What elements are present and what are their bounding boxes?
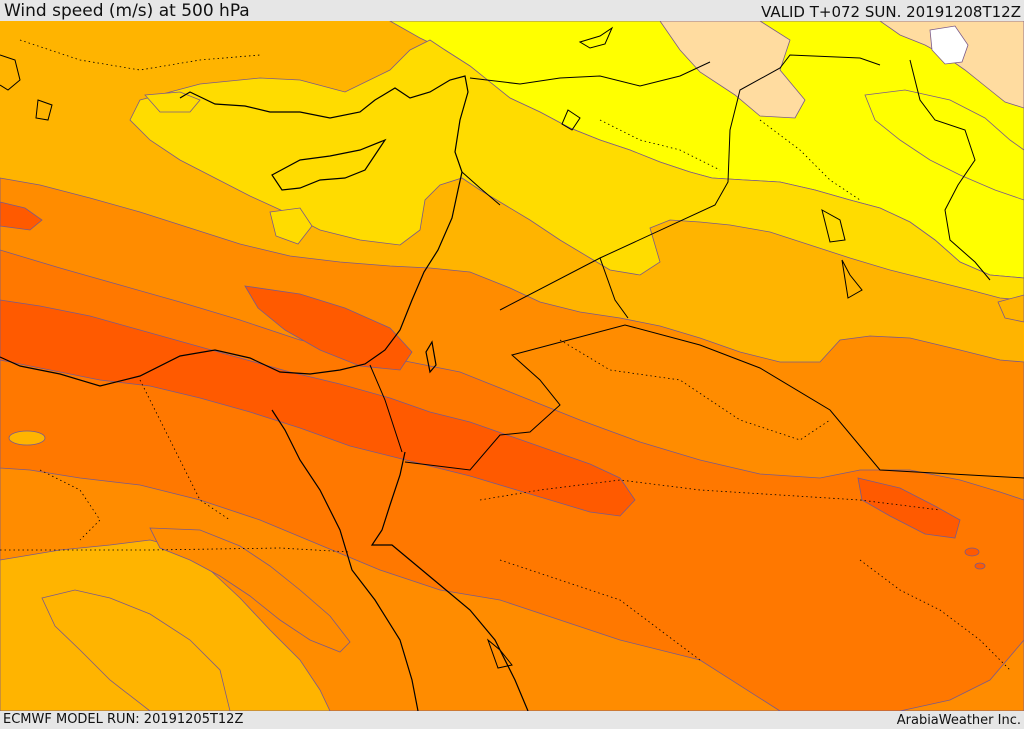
coastlines: [0, 75, 529, 711]
credit-label: ArabiaWeather Inc.: [896, 713, 1021, 728]
band-yellow-2: [864, 89, 1024, 201]
band-peach-2: [879, 21, 1024, 109]
band-red-upper: [244, 285, 413, 371]
map-title: Wind speed (m/s) at 500 hPa: [4, 1, 250, 21]
band-red-cell-1: [964, 547, 980, 557]
band-red-west: [0, 201, 43, 231]
band-orange-tongue-sw: [149, 527, 351, 653]
islands: [0, 26, 863, 669]
band-red-cell-2: [974, 562, 986, 570]
band-gold-cell: [8, 430, 46, 446]
band-white-spot: [929, 25, 969, 65]
header-bar: Wind speed (m/s) at 500 hPa VALID T+072 …: [0, 0, 1024, 21]
footer-bar: ECMWF MODEL RUN: 20191205T12Z ArabiaWeat…: [0, 711, 1024, 729]
band-gold-tongue-inner: [41, 589, 231, 711]
admin-lines: [0, 39, 1011, 671]
wind-speed-map: [0, 21, 1024, 711]
band-gold-north: [129, 39, 1024, 301]
band-peach-1: [659, 21, 806, 119]
band-gold-spot-2: [269, 207, 313, 245]
model-run-label: ECMWF MODEL RUN: 20191205T12Z: [3, 712, 244, 727]
band-gold-spot-1: [144, 91, 201, 113]
borders: [369, 54, 1024, 479]
valid-time: VALID T+072 SUN. 20191208T12Z: [761, 3, 1021, 21]
band-gold-east-spot: [997, 294, 1024, 323]
band-red-east: [857, 477, 961, 539]
